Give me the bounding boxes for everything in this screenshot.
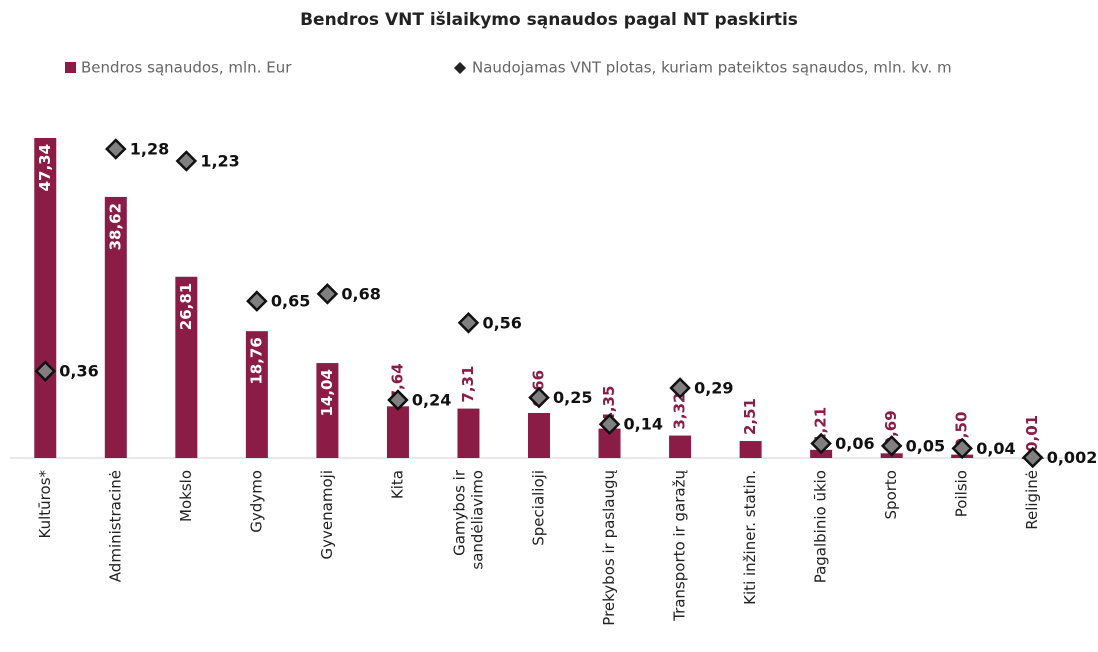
marker-value-label: 0,68 xyxy=(341,284,380,303)
diamond-marker xyxy=(457,312,480,334)
diamond-marker xyxy=(598,413,621,435)
diamond-marker xyxy=(951,437,973,460)
x-tick-label: Kiti inžiner. statin. xyxy=(741,470,759,605)
bar-value-label: 3,32 xyxy=(671,393,689,430)
bar-value-label: 0,50 xyxy=(953,412,971,449)
bar xyxy=(669,435,692,458)
x-tick-label: Gydymo xyxy=(247,470,265,533)
x-tick-label: Gyvenamoji xyxy=(318,470,336,559)
marker-value-label: 0,04 xyxy=(976,439,1015,458)
marker-value-label: 0,56 xyxy=(482,313,521,332)
x-tick-label: Pagalbinio ūkio xyxy=(812,470,830,583)
marker-value-label: 0,06 xyxy=(835,434,874,453)
diamond-marker xyxy=(880,435,903,457)
legend-swatch xyxy=(454,62,466,74)
legend-swatch xyxy=(65,62,76,73)
x-tick-label: Administracinė xyxy=(106,470,124,582)
marker-value-label: 0,29 xyxy=(694,378,733,397)
bar-value-label: 14,04 xyxy=(318,369,336,416)
bar-value-label: 1,21 xyxy=(812,407,830,444)
marker-value-label: 0,24 xyxy=(412,391,451,410)
bar xyxy=(739,441,762,458)
bar xyxy=(528,412,550,458)
bar-value-label: 47,34 xyxy=(36,144,54,191)
bar xyxy=(598,428,621,458)
marker-value-label: 1,28 xyxy=(130,139,169,158)
diamond-marker xyxy=(316,283,339,305)
bar-value-label: 18,76 xyxy=(247,337,265,384)
bar-value-label: 7,31 xyxy=(459,366,477,403)
diamond-marker xyxy=(1021,446,1044,469)
bar xyxy=(104,196,127,458)
x-tick-label: Gamybos irsandėliavimo xyxy=(450,469,486,569)
marker-value-label: 0,002 xyxy=(1047,448,1098,467)
x-tick-label: Specialioji xyxy=(530,470,548,546)
legend-label: Naudojamas VNT plotas, kuriam pateiktos … xyxy=(472,59,952,77)
marker-value-label: 0,05 xyxy=(906,436,945,455)
x-tick-label: Transporto ir garažų xyxy=(671,470,689,622)
marker-value-label: 0,14 xyxy=(624,415,663,434)
bar xyxy=(34,137,57,458)
x-tick-label: Kultūros* xyxy=(36,470,54,539)
marker-value-label: 0,65 xyxy=(271,292,310,311)
bar xyxy=(175,276,198,458)
diamond-marker xyxy=(810,432,832,455)
bar-value-label: 26,81 xyxy=(177,283,195,330)
bar-value-label: 0,01 xyxy=(1023,415,1041,452)
bar-value-label: 4,35 xyxy=(600,386,618,423)
diamond-marker xyxy=(528,386,550,409)
marker-value-label: 0,25 xyxy=(553,388,592,407)
x-tick-label: Prekybos ir paslaugų xyxy=(600,470,618,626)
diamond-marker xyxy=(246,290,268,312)
bar xyxy=(245,331,268,458)
marker-value-label: 0,36 xyxy=(59,362,98,381)
marker-value-label: 1,23 xyxy=(200,152,239,171)
bar-value-label: 7,64 xyxy=(388,363,406,400)
x-tick-label: Poilsio xyxy=(953,470,971,517)
bar-value-label: 38,62 xyxy=(106,203,124,250)
diamond-marker xyxy=(669,377,691,399)
diamond-marker xyxy=(105,138,127,160)
legend-label: Bendros sąnaudos, mln. Eur xyxy=(81,59,292,77)
bar xyxy=(457,408,480,458)
diamond-marker xyxy=(175,150,198,172)
bar xyxy=(386,406,409,458)
bar-value-label: 0,69 xyxy=(882,410,900,447)
diamond-marker xyxy=(387,389,409,411)
x-tick-label: Religinė xyxy=(1023,470,1041,530)
x-tick-label: Mokslo xyxy=(177,470,195,522)
diamond-marker xyxy=(34,360,57,382)
bar xyxy=(316,363,339,458)
x-tick-label: Kita xyxy=(388,470,406,499)
chart-title: Bendros VNT išlaikymo sąnaudos pagal NT … xyxy=(300,10,798,30)
x-tick-label: Sporto xyxy=(882,470,900,519)
bar-value-label: 2,51 xyxy=(741,398,759,435)
